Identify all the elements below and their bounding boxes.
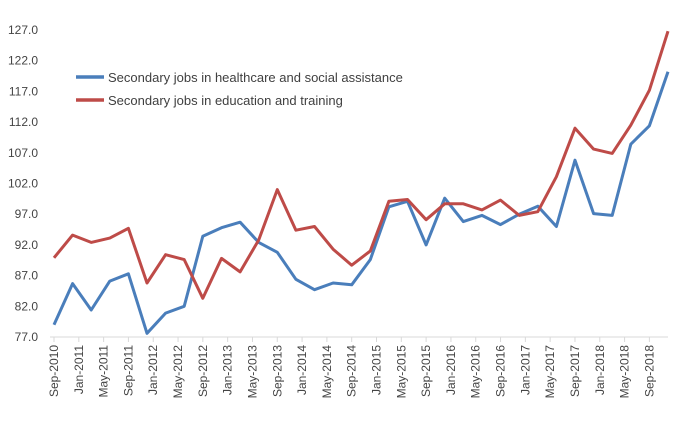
x-axis-tick-marks <box>53 337 650 342</box>
y-tick-label: 117.0 <box>9 84 38 98</box>
x-tick-label: May-2015 <box>394 345 408 399</box>
y-tick-label: 122.0 <box>8 54 38 68</box>
y-tick-label: 102.0 <box>8 177 38 191</box>
y-tick-label: 77.0 <box>15 330 39 344</box>
y-tick-label: 87.0 <box>15 269 39 283</box>
x-tick-label: Sep-2017 <box>568 345 582 397</box>
x-tick-label: Jan-2013 <box>221 345 235 395</box>
x-tick-label: Sep-2015 <box>419 345 433 397</box>
y-axis-tick-labels: 77.0 82.0 87.0 92.0 97.0 102.0 107.0 112.0 117.0… <box>8 23 38 344</box>
x-tick-label: Sep-2011 <box>121 345 135 396</box>
y-tick-label: 127.0 <box>8 23 38 37</box>
x-tick-label: Sep-2012 <box>196 345 210 397</box>
x-tick-label: May-2014 <box>320 345 334 399</box>
x-tick-label: Sep-2016 <box>494 345 508 397</box>
x-tick-label: May-2011 <box>97 345 111 398</box>
y-tick-label: 97.0 <box>15 207 39 221</box>
x-axis-tick-labels: Sep-2010 Jan-2011 May-2011 Sep-2011 Jan-2012… <box>47 345 656 399</box>
x-tick-label: Sep-2013 <box>270 345 284 397</box>
legend-label-education: Secondary jobs in education and training <box>108 93 343 108</box>
x-tick-label: Jan-2011 <box>72 345 86 394</box>
x-tick-label: May-2017 <box>543 345 557 399</box>
x-tick-label: Jan-2017 <box>518 345 532 395</box>
y-tick-label: 112.0 <box>9 115 38 129</box>
x-tick-label: Jan-2016 <box>444 345 458 395</box>
y-tick-label: 107.0 <box>8 146 38 160</box>
x-tick-label: Jan-2014 <box>295 345 309 395</box>
x-tick-label: Sep-2018 <box>642 345 656 397</box>
x-tick-label: Sep-2014 <box>345 345 359 397</box>
series-line-education <box>52 30 670 300</box>
x-tick-label: Jan-2015 <box>370 345 384 395</box>
x-tick-label: Jan-2018 <box>593 345 607 395</box>
x-tick-label: Sep-2010 <box>47 345 61 397</box>
x-tick-label: May-2012 <box>171 345 185 399</box>
series-line-healthcare <box>52 71 670 335</box>
legend: Secondary jobs in healthcare and social … <box>76 70 403 108</box>
x-tick-label: May-2018 <box>618 345 632 399</box>
y-tick-label: 82.0 <box>15 299 39 313</box>
y-tick-label: 92.0 <box>15 238 39 252</box>
legend-label-healthcare: Secondary jobs in healthcare and social … <box>108 70 403 85</box>
x-tick-label: May-2016 <box>469 345 483 399</box>
x-tick-label: May-2013 <box>245 345 259 399</box>
x-tick-label: Jan-2012 <box>146 345 160 395</box>
series-lines <box>52 30 670 335</box>
